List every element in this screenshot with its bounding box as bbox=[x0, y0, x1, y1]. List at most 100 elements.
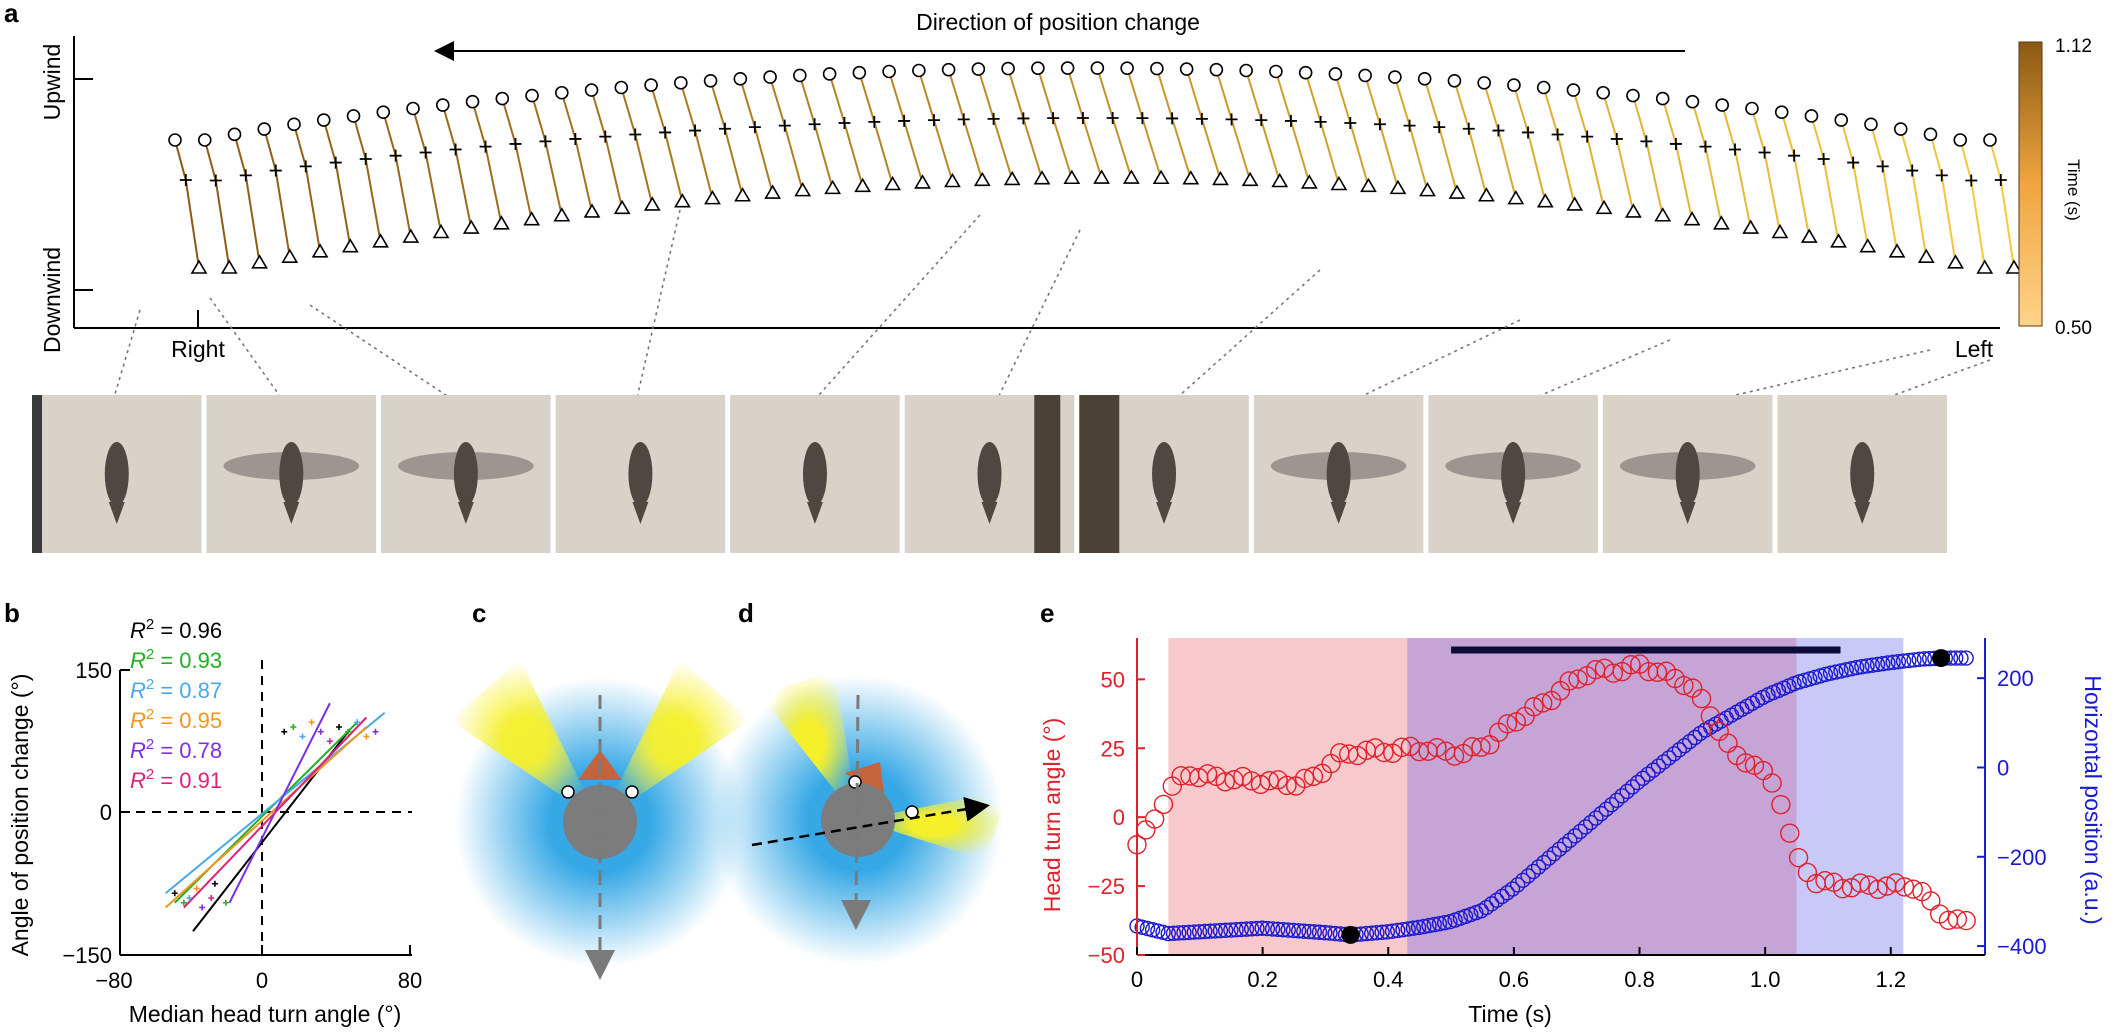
panel-a-title: Direction of position change bbox=[916, 9, 1200, 35]
angle-point bbox=[1197, 764, 1218, 784]
head-marker bbox=[733, 72, 748, 86]
head-marker bbox=[1804, 109, 1819, 123]
tail-segment bbox=[1852, 162, 1869, 247]
position-point bbox=[1155, 924, 1171, 940]
data-point bbox=[317, 728, 324, 735]
head-marker bbox=[1626, 88, 1640, 103]
tail-marker bbox=[1625, 203, 1642, 218]
data-point bbox=[345, 728, 352, 735]
body-marker bbox=[359, 153, 372, 166]
angle-point bbox=[1771, 794, 1791, 815]
body-marker bbox=[659, 126, 672, 139]
tail-segment bbox=[903, 120, 924, 184]
tail-marker bbox=[523, 211, 541, 226]
position-point bbox=[1296, 923, 1312, 939]
bird-body bbox=[1326, 442, 1351, 506]
downwind-label: Downwind bbox=[39, 247, 65, 353]
tail-segment bbox=[1704, 146, 1723, 225]
position-point bbox=[1655, 754, 1672, 770]
angle-point bbox=[1815, 870, 1835, 891]
tail-marker bbox=[583, 203, 601, 218]
tail-marker bbox=[1241, 171, 1259, 187]
tail-segment bbox=[1260, 119, 1281, 182]
head-marker bbox=[1417, 72, 1432, 86]
body-marker bbox=[269, 164, 282, 177]
angle-point bbox=[1903, 879, 1923, 899]
tail-marker bbox=[432, 223, 450, 239]
position-point bbox=[1499, 885, 1515, 901]
body-segment bbox=[1066, 67, 1084, 119]
position-point bbox=[1165, 925, 1182, 941]
body-segment bbox=[560, 92, 577, 140]
position-point bbox=[1661, 750, 1677, 766]
head-marker bbox=[1090, 61, 1105, 75]
angle-point bbox=[1533, 693, 1553, 713]
head-marker bbox=[941, 62, 956, 77]
position-point bbox=[1916, 651, 1933, 667]
c-head bbox=[563, 785, 637, 859]
c-right-yellow-sector bbox=[600, 660, 750, 822]
tail-marker bbox=[613, 199, 631, 215]
angle-point bbox=[1136, 820, 1156, 840]
body-marker bbox=[1906, 164, 1919, 177]
body-segment bbox=[531, 95, 547, 142]
head-marker bbox=[1715, 98, 1730, 112]
position-point bbox=[1822, 665, 1839, 681]
position-point bbox=[1906, 652, 1922, 668]
body-segment bbox=[1483, 82, 1500, 131]
tail-marker bbox=[1093, 169, 1111, 184]
body-marker bbox=[1195, 112, 1208, 125]
tail-marker bbox=[1888, 243, 1906, 258]
r-squared-entry: R2 = 0.91 bbox=[130, 766, 222, 793]
tail-segment bbox=[1763, 152, 1781, 233]
position-point bbox=[1489, 892, 1505, 908]
position-point bbox=[1640, 766, 1656, 782]
tail-marker bbox=[944, 172, 961, 188]
tail-segment bbox=[1111, 117, 1133, 179]
head-marker bbox=[1923, 127, 1938, 142]
body-marker bbox=[599, 130, 612, 143]
angle-point bbox=[1427, 738, 1447, 758]
tail-marker bbox=[281, 248, 299, 263]
b-xtick-0: 0 bbox=[256, 968, 268, 993]
e-ylabel-left: Head turn angle (°) bbox=[1039, 718, 1065, 913]
position-point bbox=[1572, 823, 1588, 840]
bird-body bbox=[1152, 442, 1177, 506]
tail-marker bbox=[341, 238, 359, 253]
head-marker bbox=[1031, 61, 1045, 75]
tail-marker bbox=[1859, 238, 1877, 253]
body-marker bbox=[1847, 156, 1860, 169]
position-point bbox=[1285, 922, 1302, 939]
head-marker bbox=[1269, 64, 1283, 79]
head-marker bbox=[1447, 73, 1462, 88]
tail-segment bbox=[1081, 117, 1103, 179]
body-segment bbox=[858, 72, 876, 123]
body-segment bbox=[1602, 92, 1618, 140]
behavior-phase-shading bbox=[1168, 638, 1904, 955]
tail-marker bbox=[1771, 223, 1789, 239]
head-marker bbox=[1179, 62, 1194, 76]
angle-point bbox=[1674, 675, 1694, 696]
position-point bbox=[1953, 650, 1969, 666]
body-segment bbox=[1126, 67, 1144, 119]
position-point bbox=[1843, 661, 1860, 677]
position-point bbox=[1478, 899, 1495, 916]
data-point bbox=[171, 890, 178, 897]
tail-marker bbox=[1507, 190, 1525, 205]
body-marker bbox=[808, 118, 821, 131]
position-point bbox=[1520, 868, 1536, 884]
position-point bbox=[1395, 921, 1411, 938]
tail-segment bbox=[1911, 170, 1928, 258]
angle-point bbox=[1153, 794, 1174, 815]
body-marker bbox=[1699, 140, 1712, 153]
position-point bbox=[1687, 729, 1703, 746]
regression-lines bbox=[164, 702, 386, 932]
e-xtick-label: 0.8 bbox=[1624, 967, 1655, 992]
tail-segment bbox=[634, 134, 654, 206]
head-turn-angle-series bbox=[1127, 654, 1976, 931]
body-marker bbox=[449, 143, 462, 156]
tail-marker bbox=[1033, 170, 1051, 185]
tail-marker bbox=[1063, 169, 1081, 185]
tail-marker bbox=[824, 179, 842, 195]
position-point bbox=[1160, 925, 1176, 942]
